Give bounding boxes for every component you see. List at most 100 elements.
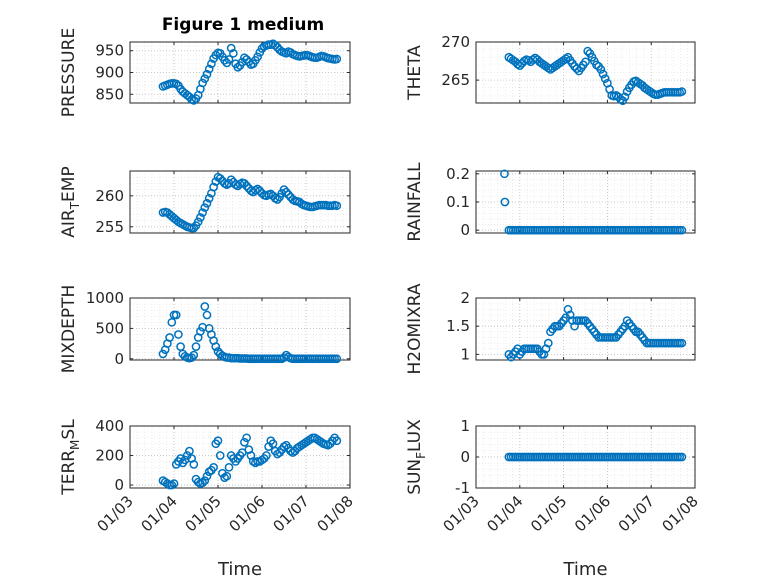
y-tick-label: 1 [460,417,470,435]
data-point [253,52,262,62]
data-point [281,187,291,197]
data-point [224,462,234,472]
data-point [677,225,687,235]
data-point [677,338,687,348]
data-point [169,479,179,488]
subplot-1: 850 900 950 PRESSURE [59,28,351,117]
data-point [583,46,593,56]
data-point [242,181,251,191]
data-point [242,433,251,443]
y-tick-label: 260 [95,187,124,205]
data-point [581,57,590,67]
data-point [176,84,185,94]
data-point [193,217,203,227]
data-point [200,302,210,311]
x-tick-label: 01/08 [659,492,702,535]
data-point [202,69,212,79]
data-point [189,96,199,105]
data-point [677,452,687,462]
data-point [196,213,205,222]
data-point [198,208,207,217]
figure-title: Figure 1 medium [162,15,324,35]
data-point [253,184,262,194]
subplot-4: 0 0.1 0.2 RAINFALL [405,162,696,242]
data-point [189,350,199,360]
data-point [165,333,174,342]
y-tick-label: 255 [95,218,124,236]
data-point [592,60,601,70]
data-point [266,189,276,199]
axes-box [129,425,351,489]
data-point [204,64,214,74]
data-point [158,349,168,359]
y-tick-label: 0 [114,476,124,494]
data-point [211,342,221,351]
data-point [213,436,223,446]
x-tick-label: 01/03 [440,492,483,535]
data-point [198,78,207,88]
y-tick-label: 0.1 [446,193,470,211]
data-point [600,74,610,83]
data-point [572,64,582,74]
data-point [215,174,225,183]
data-point [616,94,625,104]
y-axis-label: THETA [405,45,425,101]
data-point [204,193,214,203]
y-tick-label: 950 [95,42,124,60]
data-point [286,48,295,57]
data-point [196,327,205,336]
y-tick-label: 200 [95,447,124,465]
y-tick-label: 1000 [86,289,124,307]
y-tick-label: 0 [460,448,470,466]
x-tick-label: 01/04 [483,492,526,535]
subplot-7: 0 200 400 01/03 01/04 01/05 01/06 01/07 01/08 TER… [59,417,357,580]
y-tick-label: 270 [441,33,470,51]
data-point [515,61,525,70]
data-point [255,186,265,196]
data-point [273,42,282,52]
axes-box [475,297,696,361]
axes-box [129,170,351,234]
data-point [202,310,212,320]
data-point [332,201,342,211]
x-tick-label: 01/08 [314,492,357,535]
y-tick-label: 0.2 [446,165,470,183]
data-point [284,190,293,199]
y-tick-label: 1.5 [446,317,470,335]
data-point [200,476,210,485]
data-point [198,478,207,488]
subplot-3: 255 260 AIRTEMP [59,166,351,238]
data-point [222,471,232,481]
data-point [202,198,212,208]
data-point [220,55,229,65]
subplot-8: -1 0 1 01/03 01/04 01/05 01/06 01/07 01/08 SUNFLU… [405,417,702,580]
y-tick-label: 850 [95,85,124,103]
data-point [563,304,573,314]
data-point [207,59,216,69]
x-tick-label: 01/03 [94,492,137,535]
data-point [189,460,199,469]
y-tick-label: 0 [114,350,124,368]
data-point [209,462,218,472]
data-point [240,179,249,188]
data-point [332,54,342,64]
data-point [191,342,201,351]
axes-box [475,41,696,104]
y-tick-label: 400 [95,417,124,435]
data-point [273,195,282,204]
y-tick-label: 1 [460,345,470,363]
y-axis-label: PRESSURE [59,28,79,117]
data-point [270,41,280,50]
data-point [233,62,243,72]
y-axis-label: AIRTEMP [59,166,82,237]
subplot-5: 0 500 1000 MIXDEPTH [59,285,351,373]
data-point [262,451,271,460]
y-axis-label: SUNFLUX [405,419,428,495]
data-point [171,310,181,320]
data-point [240,53,249,63]
x-tick-label: 01/06 [571,492,614,535]
axes-box [129,297,351,361]
y-tick-label: 2 [460,289,470,307]
data-point [620,92,630,102]
